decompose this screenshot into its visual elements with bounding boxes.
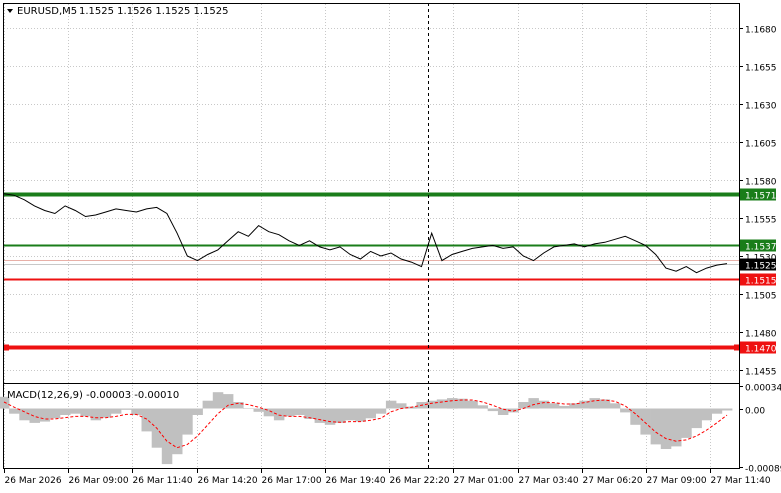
- macd-histogram-bar: [70, 409, 81, 414]
- price-tick-label: 1.1580: [745, 178, 777, 188]
- macd-histogram-bar: [386, 401, 397, 409]
- macd-histogram-bar: [539, 401, 550, 409]
- macd-histogram-bar: [254, 409, 265, 412]
- price-tick-label: 1.1555: [745, 216, 777, 226]
- symbol-label[interactable]: EURUSD,M5: [17, 6, 77, 17]
- macd-histogram-bar: [640, 409, 651, 435]
- time-tick-label: 26 Mar 11:40: [133, 476, 193, 486]
- price-tick-label: 1.1455: [745, 368, 777, 378]
- macd-histogram-bar: [101, 409, 112, 418]
- macd-histogram-bar: [467, 401, 478, 409]
- macd-histogram-bar: [60, 409, 71, 416]
- time-tick-label: 26 Mar 14:20: [198, 476, 258, 486]
- price-tick-label: 1.1505: [745, 292, 777, 302]
- macd-histogram-bar: [223, 394, 234, 408]
- level-tag-label: 1.1515: [745, 277, 777, 287]
- time-tick-label: 27 Mar 09:00: [647, 476, 707, 486]
- macd-histogram-bar: [396, 403, 407, 408]
- macd-histogram-bar: [80, 409, 91, 417]
- macd-histogram-bar: [142, 409, 153, 432]
- macd-histogram-bar: [620, 409, 631, 413]
- macd-histogram-bar: [284, 409, 295, 417]
- level-handle-right[interactable]: [734, 345, 739, 351]
- macd-histogram-bar: [294, 409, 305, 416]
- macd-histogram-bar: [559, 406, 570, 409]
- macd-histogram-bar: [691, 409, 702, 429]
- level-lines[interactable]: [4, 195, 739, 351]
- macd-histogram-bar: [203, 401, 214, 409]
- macd-histogram-bar: [376, 409, 387, 414]
- time-tick-label: 26 Mar 17:00: [262, 476, 322, 486]
- macd-histogram-bar: [498, 409, 509, 416]
- current-price-label: 1.1525: [745, 262, 777, 272]
- time-tick-label: 27 Mar 06:20: [583, 476, 643, 486]
- price-tick-label: 1.1680: [745, 26, 777, 36]
- macd-histogram-bar: [488, 409, 499, 412]
- time-tick-label: 27 Mar 03:40: [519, 476, 579, 486]
- macd-histogram-bar: [702, 409, 713, 421]
- macd-histogram-bar: [243, 409, 254, 410]
- macd-histogram-bar: [437, 399, 448, 408]
- symbol-dropdown-icon[interactable]: [7, 9, 13, 13]
- macd-histogram-bar: [121, 409, 132, 410]
- macd-histogram-bar: [549, 403, 560, 408]
- macd-histogram-bar: [478, 405, 489, 408]
- macd-histogram-bar: [661, 409, 672, 450]
- macd-histogram-bar: [182, 409, 193, 435]
- price-tick-label: 1.1480: [745, 330, 777, 340]
- time-tick-label: 27 Mar 11:40: [711, 476, 771, 486]
- macd-histogram-bar: [213, 392, 224, 408]
- macd-histogram-bar: [712, 409, 723, 414]
- macd-histogram-bar: [345, 409, 356, 421]
- macd-histogram-bar: [335, 409, 346, 423]
- macd-label: MACD(12,26,9) -0.00003 -0.00010: [7, 390, 179, 401]
- ohlc-label: 1.1525 1.1526 1.1525 1.1525: [79, 6, 229, 17]
- macd-layer: [0, 392, 732, 464]
- level-tag-label: 1.1571: [745, 192, 777, 202]
- time-tick-label: 26 Mar 09:00: [69, 476, 129, 486]
- macd-histogram-bar: [447, 398, 458, 409]
- macd-histogram-bar: [19, 409, 30, 421]
- macd-histogram-bar: [111, 409, 122, 414]
- macd-tick-label: -0.00089: [745, 465, 781, 475]
- time-tick-label: 27 Mar 01:00: [454, 476, 514, 486]
- macd-histogram-bar: [91, 409, 102, 421]
- macd-histogram-bar: [40, 409, 51, 422]
- macd-histogram-bar: [518, 402, 529, 409]
- level-handle-left[interactable]: [4, 345, 9, 351]
- macd-tick-label: 0.00: [745, 407, 765, 417]
- macd-histogram-bar: [722, 409, 733, 411]
- macd-histogram-bar: [366, 409, 377, 419]
- macd-histogram-bar: [651, 409, 662, 445]
- price-tick-label: 1.1655: [745, 64, 777, 74]
- level-tag-label: 1.1470: [745, 345, 777, 355]
- level-tag-label: 1.1537: [745, 243, 777, 253]
- macd-histogram-bar: [30, 409, 41, 423]
- price-tick-label: 1.1605: [745, 140, 777, 150]
- macd-tick-label: 0.00034: [745, 384, 781, 394]
- time-tick-label: 26 Mar 2026: [5, 476, 62, 486]
- macd-histogram-bar: [590, 398, 601, 409]
- macd-histogram-bar: [610, 403, 621, 408]
- macd-histogram-bar: [274, 409, 285, 421]
- macd-histogram-bar: [355, 409, 366, 422]
- time-tick-label: 26 Mar 22:20: [390, 476, 450, 486]
- macd-histogram-bar: [50, 409, 61, 419]
- price-tick-label: 1.1630: [745, 102, 777, 112]
- macd-histogram-bar: [681, 409, 692, 438]
- macd-histogram-bar: [192, 409, 203, 416]
- time-tick-label: 26 Mar 19:40: [326, 476, 386, 486]
